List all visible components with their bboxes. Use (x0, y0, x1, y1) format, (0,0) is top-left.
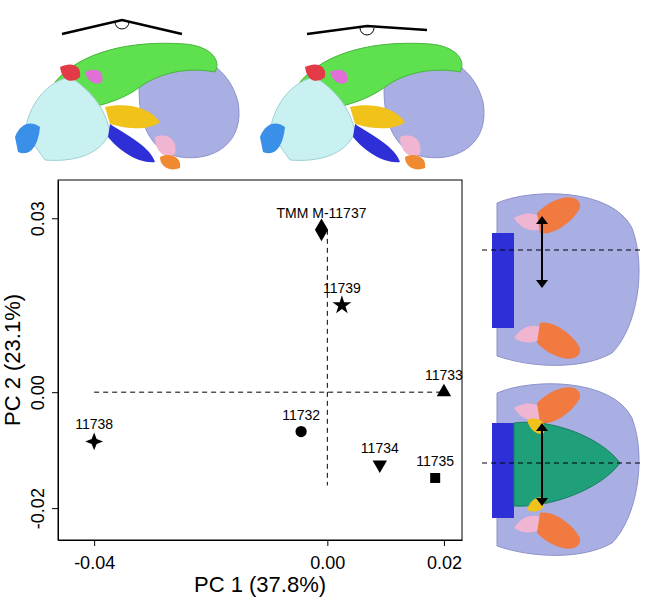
x-tick-label: 0.00 (310, 553, 345, 573)
x-tick-label: 0.02 (427, 553, 462, 573)
basisphenoid (514, 422, 620, 506)
face (25, 77, 110, 160)
arrow-head (536, 423, 548, 431)
pterygoid (353, 124, 400, 162)
y-tick: 0.00 (28, 375, 58, 410)
angle-line (307, 26, 427, 34)
palate (492, 233, 514, 328)
point (85, 433, 103, 451)
point-label: 11735 (416, 453, 454, 469)
arrow-head (536, 280, 548, 288)
y-axis-line (58, 181, 59, 541)
angle-line (62, 20, 182, 34)
arrow-head (536, 498, 548, 506)
width-arrow (541, 222, 543, 282)
bulla-lower (537, 513, 580, 549)
bulla-lower (537, 323, 580, 359)
x-tick: 0.00 (310, 540, 345, 573)
x-axis-line (59, 540, 463, 541)
jugal (350, 105, 405, 128)
point-label: 11739 (323, 280, 361, 296)
zero-line-horizontal (94, 392, 444, 393)
point-label: 11732 (282, 407, 320, 423)
premaxilla (260, 124, 285, 154)
lacrimal (330, 70, 348, 84)
point-labels: TMM M-11737 11739 11733 11738 11732 11734 1173… (75, 205, 463, 469)
x-axis: -0.04 0.00 0.02 (59, 540, 463, 573)
y-tick: -0.02 (28, 488, 58, 529)
y-tick-mark (52, 508, 58, 509)
plot-frame (58, 180, 462, 540)
point-label: 11734 (361, 440, 399, 456)
point-label: 11733 (425, 367, 463, 383)
point-label: 11738 (75, 416, 113, 432)
y-tick-label: 0.03 (28, 201, 48, 236)
nasal (305, 64, 325, 80)
plot-area (85, 218, 451, 485)
nasal (60, 64, 80, 80)
squamosal (155, 136, 176, 157)
x-tick: -0.04 (74, 540, 115, 573)
premaxilla (15, 124, 40, 154)
y-axis: -0.02 0.00 0.03 (28, 181, 59, 541)
y-tick-mark (52, 218, 58, 219)
bulla-upper (537, 387, 580, 423)
y-axis-title: PC 2 (23.1%) (0, 294, 25, 426)
x-axis-title: PC 1 (37.8%) (194, 572, 326, 597)
squamosal (400, 136, 421, 157)
x-tick-mark (327, 540, 328, 546)
angle-arc (115, 22, 129, 29)
illustrations (15, 20, 642, 555)
x-tick-mark (94, 540, 95, 546)
figure: -0.04 0.00 0.02 -0.02 0.00 0.03 PC 1 (37.8%) PC… (0, 0, 645, 602)
point (437, 384, 451, 396)
x-tick-label: -0.04 (74, 553, 115, 573)
pterygoid (108, 124, 155, 162)
skull-ventral (482, 194, 642, 366)
midline (482, 250, 642, 251)
point-label: TMM M-11737 (277, 205, 367, 221)
bulla-upper (537, 197, 580, 233)
basicranium (497, 384, 639, 556)
face (270, 77, 355, 160)
bulla (405, 155, 425, 169)
basicranium (497, 194, 639, 366)
x-tick: 0.02 (427, 540, 462, 573)
point (315, 218, 328, 241)
point (430, 473, 440, 483)
skull-lateral (15, 20, 239, 169)
skull-lateral (260, 26, 484, 169)
arrow-head (536, 216, 548, 224)
y-tick-label: 0.00 (28, 375, 48, 410)
skull-ventral (482, 384, 642, 556)
width-arrow (541, 429, 543, 500)
point (295, 426, 306, 437)
angle-arc (360, 28, 374, 35)
y-tick-mark (52, 392, 58, 393)
y-tick: 0.03 (28, 201, 58, 236)
lacrimal (85, 70, 103, 84)
palate (492, 423, 514, 518)
x-tick-mark (444, 540, 445, 546)
midline (482, 463, 642, 464)
y-tick-label: -0.02 (28, 488, 48, 529)
point (373, 460, 387, 472)
zero-line-vertical (327, 230, 328, 486)
jugal (105, 105, 160, 128)
point (332, 295, 351, 313)
bulla (160, 155, 180, 169)
